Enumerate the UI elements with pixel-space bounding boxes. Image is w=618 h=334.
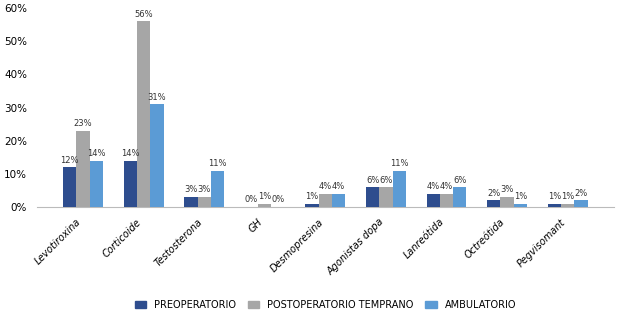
Text: 11%: 11% bbox=[208, 159, 227, 168]
Text: 11%: 11% bbox=[390, 159, 408, 168]
Text: 56%: 56% bbox=[134, 10, 153, 19]
Text: 4%: 4% bbox=[440, 182, 453, 191]
Text: 12%: 12% bbox=[61, 156, 79, 165]
Bar bbox=[332, 194, 345, 207]
Text: 4%: 4% bbox=[319, 182, 332, 191]
Bar bbox=[137, 21, 150, 207]
Bar bbox=[426, 194, 440, 207]
Bar bbox=[90, 161, 103, 207]
Text: 6%: 6% bbox=[379, 176, 392, 185]
Bar bbox=[440, 194, 453, 207]
Bar bbox=[514, 204, 527, 207]
Text: 2%: 2% bbox=[574, 189, 588, 198]
Bar bbox=[501, 197, 514, 207]
Bar bbox=[366, 187, 379, 207]
Bar bbox=[548, 204, 561, 207]
Bar bbox=[561, 204, 574, 207]
Text: 6%: 6% bbox=[453, 176, 467, 185]
Text: 3%: 3% bbox=[198, 185, 211, 194]
Bar bbox=[379, 187, 392, 207]
Text: 2%: 2% bbox=[487, 189, 501, 198]
Text: 6%: 6% bbox=[366, 176, 379, 185]
Text: 31%: 31% bbox=[148, 93, 166, 102]
Text: 23%: 23% bbox=[74, 119, 93, 128]
Legend: PREOPERATORIO, POSTOPERATORIO TEMPRANO, AMBULATORIO: PREOPERATORIO, POSTOPERATORIO TEMPRANO, … bbox=[130, 296, 520, 314]
Bar bbox=[258, 204, 271, 207]
Bar bbox=[77, 131, 90, 207]
Text: 0%: 0% bbox=[245, 195, 258, 204]
Text: 0%: 0% bbox=[271, 195, 285, 204]
Bar bbox=[487, 200, 501, 207]
Text: 4%: 4% bbox=[332, 182, 345, 191]
Text: 3%: 3% bbox=[501, 185, 514, 194]
Text: 1%: 1% bbox=[561, 192, 574, 201]
Text: 1%: 1% bbox=[258, 192, 271, 201]
Bar bbox=[319, 194, 332, 207]
Bar bbox=[63, 167, 77, 207]
Bar bbox=[198, 197, 211, 207]
Bar bbox=[124, 161, 137, 207]
Text: 3%: 3% bbox=[184, 185, 198, 194]
Bar bbox=[184, 197, 198, 207]
Text: 1%: 1% bbox=[305, 192, 319, 201]
Bar bbox=[211, 171, 224, 207]
Text: 14%: 14% bbox=[87, 149, 106, 158]
Bar bbox=[574, 200, 588, 207]
Bar bbox=[305, 204, 319, 207]
Text: 14%: 14% bbox=[121, 149, 140, 158]
Bar bbox=[453, 187, 467, 207]
Text: 4%: 4% bbox=[426, 182, 440, 191]
Bar bbox=[392, 171, 406, 207]
Text: 1%: 1% bbox=[514, 192, 527, 201]
Text: 1%: 1% bbox=[548, 192, 561, 201]
Bar bbox=[150, 104, 164, 207]
